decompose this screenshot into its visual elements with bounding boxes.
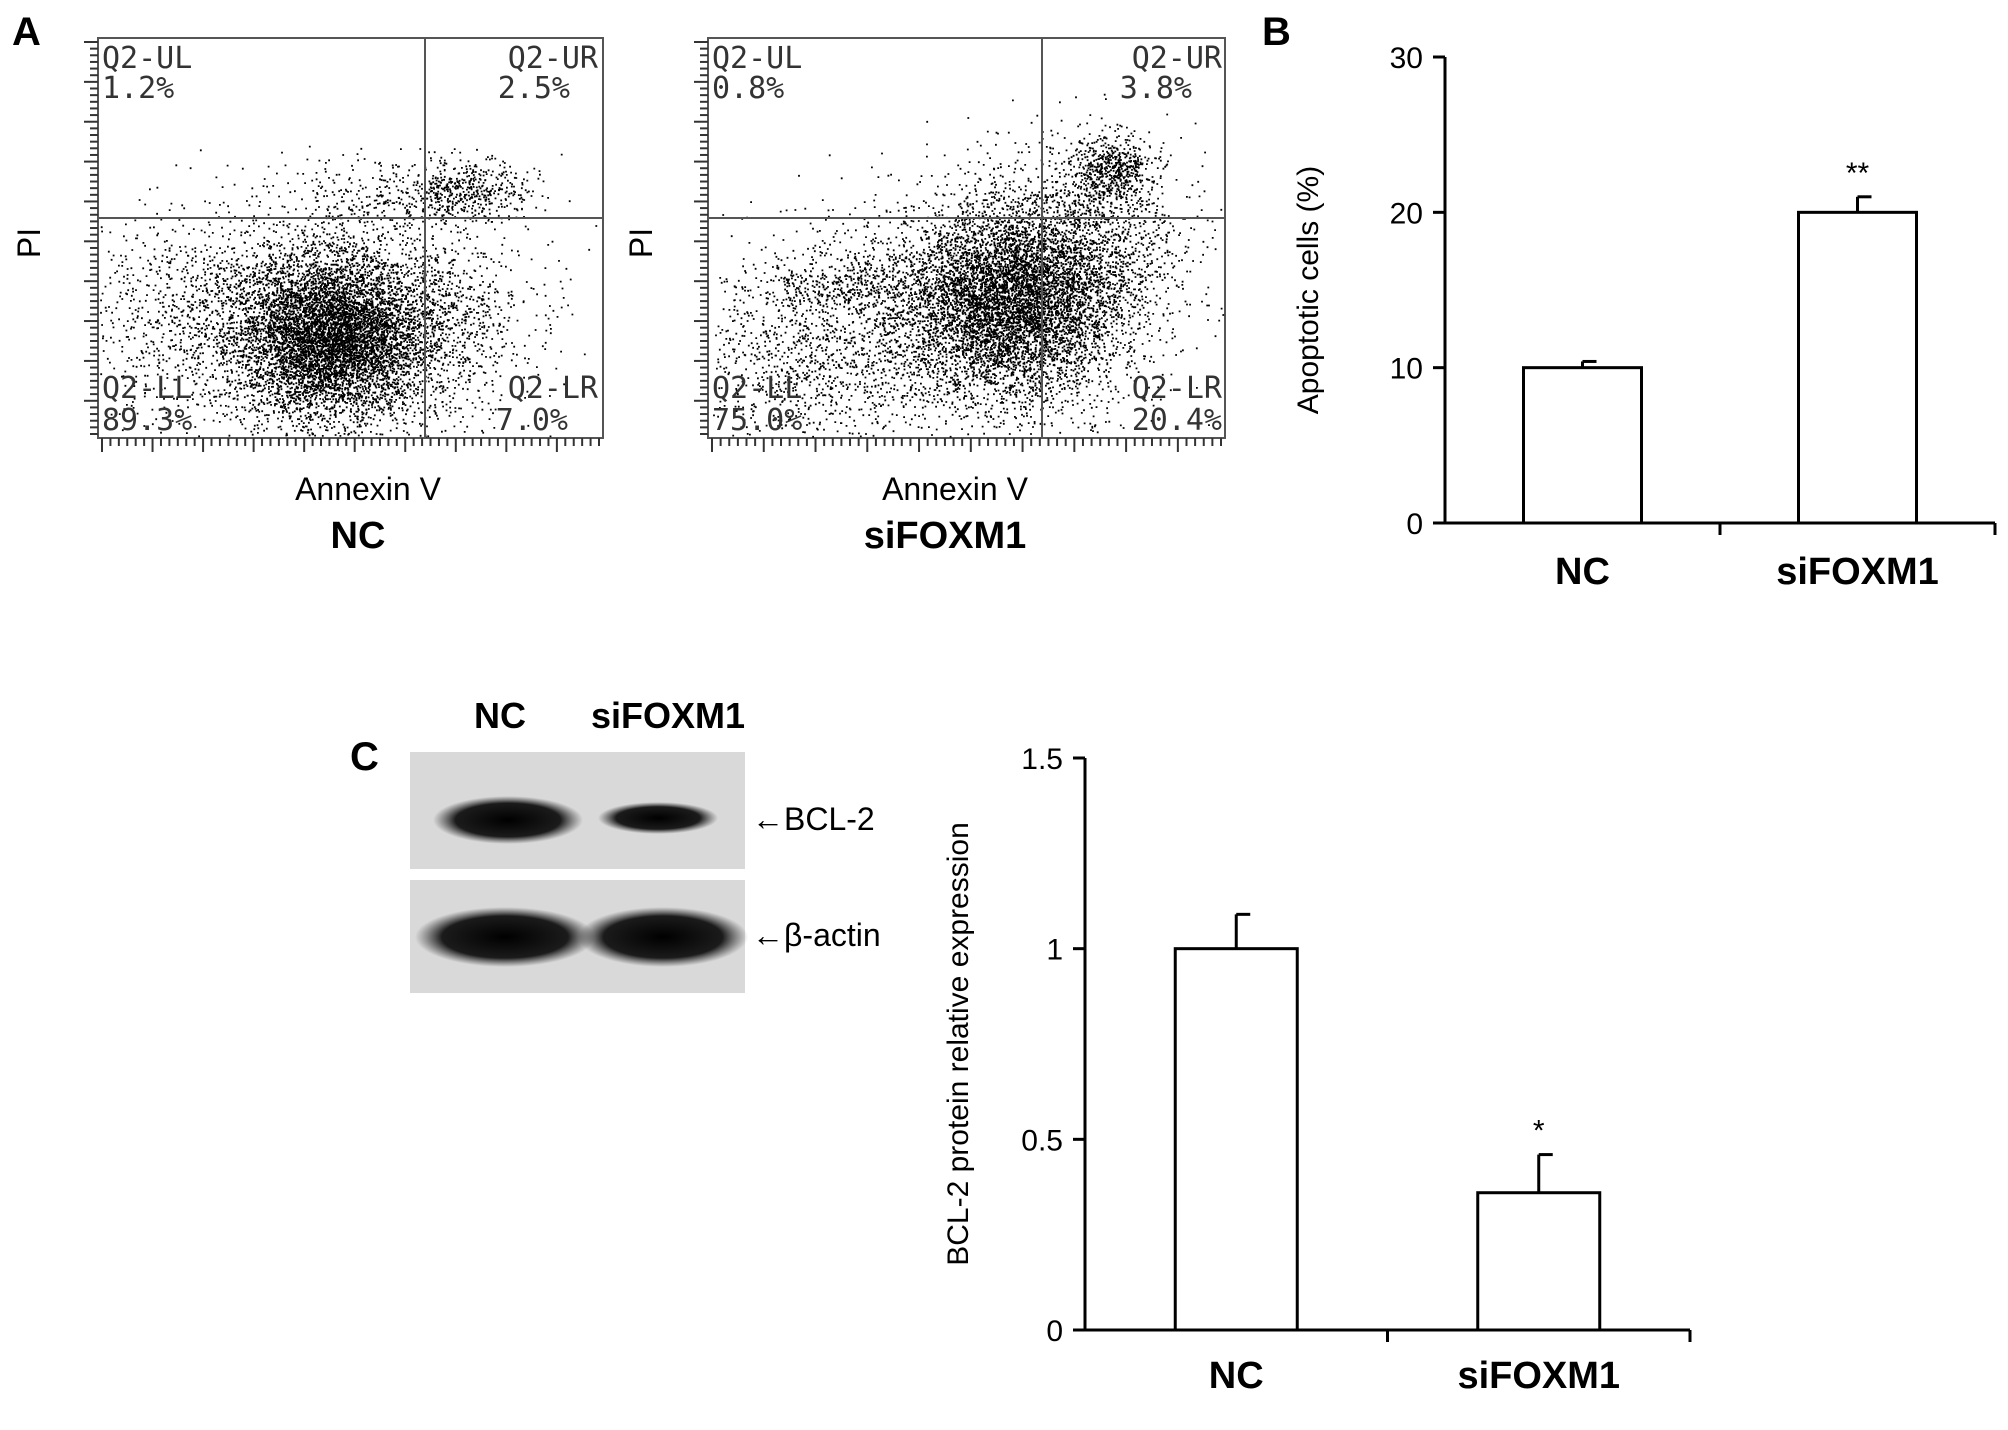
flow-x-ticks: [101, 438, 600, 452]
y-axis-label: BCL-2 protein relative expression: [942, 822, 975, 1266]
y-tick-label: 10: [1390, 353, 1423, 386]
y-tick-label: 1.5: [1021, 743, 1063, 776]
panel-letter-a: A: [12, 10, 41, 54]
quadrant-ul-name: Q2-UL: [712, 41, 802, 76]
quadrant-ll-name: Q2-LL: [712, 371, 802, 406]
quadrant-lr-value: 7.0%: [496, 403, 568, 438]
western-blot: NC siFOXM1 ←BCL-2 ←β-actin: [410, 695, 881, 993]
quadrant-ur-name: Q2-UR: [508, 41, 599, 76]
flow-y-ticks: [84, 41, 98, 435]
panel-letter-b: B: [1262, 10, 1291, 54]
flow-scatter-points: [713, 93, 1225, 438]
y-tick-label: 30: [1390, 42, 1423, 75]
quadrant-ur-value: 2.5%: [498, 71, 570, 106]
scatter-dots: [100, 145, 598, 438]
flow-plot-nc: Q2-UL 1.2% Q2-UR 2.5% Q2-LL 89.3% Q2-LR …: [11, 37, 604, 557]
blot-label-actin: ←β-actin: [752, 917, 881, 953]
quadrant-ul-value: 0.8%: [712, 71, 784, 106]
quadrant-lr-value: 20.4%: [1132, 403, 1222, 438]
blot-lane-label-sifoxm1: siFOXM1: [591, 695, 745, 736]
flow-plot-sifoxm1: Q2-UL 0.8% Q2-UR 3.8% Q2-LL 75.0% Q2-LR …: [623, 37, 1226, 557]
flow-x-label: Annexin V: [882, 471, 1029, 507]
quadrant-ul-name: Q2-UL: [102, 41, 192, 76]
y-tick-label: 0: [1046, 1315, 1063, 1348]
y-tick-label: 0: [1406, 508, 1423, 541]
category-label: siFOXM1: [1776, 551, 1939, 593]
blot-lane-label-nc: NC: [474, 695, 526, 736]
quadrant-ll-name: Q2-LL: [102, 371, 192, 406]
bar-sifoxm1: [1797, 210, 1918, 525]
bar-chart-bcl2-expression: 0 0.5 1 1.5 BCL-2 protein relative expressio…: [942, 743, 1692, 1397]
panel-letter-c: C: [350, 735, 379, 779]
blot-label-bcl2: ←BCL-2: [752, 801, 875, 837]
flow-sample-label: siFOXM1: [864, 515, 1027, 557]
flow-y-label: PI: [11, 228, 47, 258]
quadrant-ll-value: 89.3%: [102, 403, 192, 438]
y-tick-label: 20: [1390, 197, 1423, 230]
flow-scatter-points: [100, 145, 598, 438]
y-tick-label: 0.5: [1021, 1124, 1063, 1157]
blot-band-bcl2-sifoxm1: [598, 802, 718, 834]
bar-nc: [1173, 947, 1299, 1332]
flow-y-ticks: [694, 41, 708, 435]
category-label: NC: [1209, 1355, 1264, 1397]
quadrant-lr-name: Q2-LR: [508, 371, 599, 406]
flow-x-label: Annexin V: [295, 471, 442, 507]
bar-chart-apoptosis: 0 10 20 30 Apoptotic cells (%) NC ** siFOXM1: [1292, 42, 1997, 593]
significance-marker: *: [1533, 1115, 1545, 1148]
scatter-dots: [713, 93, 1225, 438]
significance-marker: **: [1846, 157, 1870, 190]
y-tick-label: 1: [1046, 934, 1063, 967]
category-label: NC: [1555, 551, 1610, 593]
category-label: siFOXM1: [1457, 1355, 1620, 1397]
blot-band-actin-nc: [415, 907, 595, 967]
blot-band-actin-sifoxm1: [578, 907, 748, 967]
y-axis-label: Apoptotic cells (%): [1292, 166, 1325, 414]
bar-nc: [1522, 366, 1643, 525]
flow-x-ticks: [711, 438, 1222, 452]
quadrant-lr-name: Q2-LR: [1132, 371, 1223, 406]
quadrant-ul-value: 1.2%: [102, 71, 174, 106]
quadrant-ll-value: 75.0%: [712, 403, 802, 438]
flow-sample-label: NC: [331, 515, 386, 557]
blot-band-bcl2-nc: [433, 796, 583, 844]
bar-sifoxm1: [1476, 1191, 1602, 1332]
quadrant-ur-name: Q2-UR: [1132, 41, 1223, 76]
quadrant-ur-value: 3.8%: [1120, 71, 1192, 106]
flow-y-label: PI: [623, 228, 659, 258]
